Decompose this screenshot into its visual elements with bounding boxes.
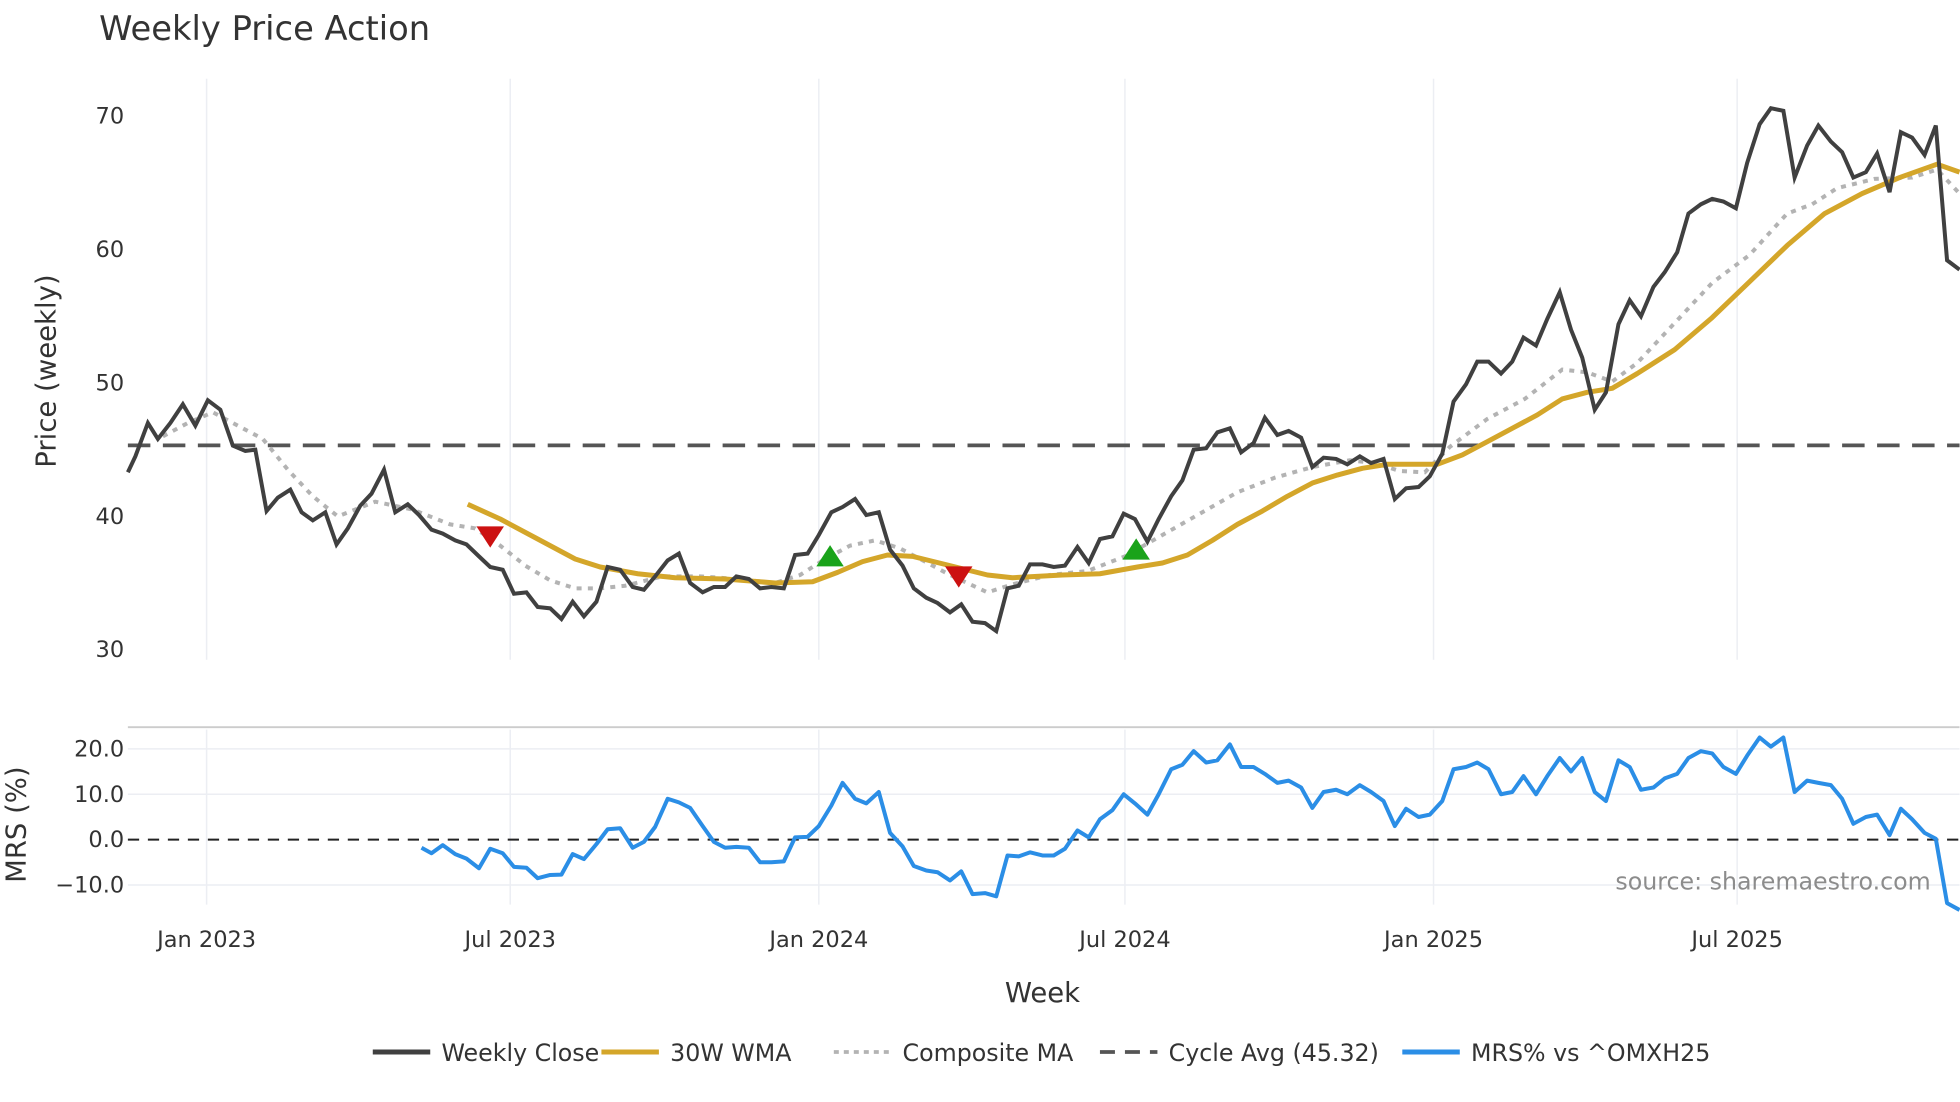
x-tick-label: Jul 2023 xyxy=(462,927,555,953)
mrs-y-axis-ticks: 20.0 10.0 0.0 −10.0 xyxy=(55,736,124,898)
price-y-tick-label: 40 xyxy=(96,504,125,530)
legend-item-label: MRS% vs ^OMXH25 xyxy=(1471,1039,1710,1067)
mrs-y-tick-label: 10.0 xyxy=(74,782,124,808)
buy-signal-triangle-icon xyxy=(1122,538,1150,560)
sell-signal-triangle-icon xyxy=(476,526,504,548)
mrs-y-tick-label: 20.0 xyxy=(74,736,124,762)
legend: Weekly Close 30W WMA Composite MA Cycle Avg… xyxy=(372,1039,1710,1067)
x-tick-label: Jul 2025 xyxy=(1689,927,1782,953)
x-tick-label: Jan 2023 xyxy=(155,927,256,953)
legend-item-label: Cycle Avg (45.32) xyxy=(1169,1039,1379,1067)
x-tick-label: Jan 2025 xyxy=(1382,927,1483,953)
mrs-y-tick-label: −10.0 xyxy=(55,872,124,898)
mrs-y-tick-label: 0.0 xyxy=(88,827,124,853)
price-vertical-gridlines xyxy=(205,78,1738,905)
source-credit: source: sharemaestro.com xyxy=(1615,868,1930,896)
price-y-tick-label: 50 xyxy=(96,370,125,396)
chart-title: Weekly Price Action xyxy=(99,9,430,48)
price-y-tick-label: 30 xyxy=(96,637,125,663)
x-axis-ticks: Jan 2023 Jul 2023 Jan 2024 Jul 2024 Jan 2025… xyxy=(155,927,1783,953)
mrs-horizontal-gridlines xyxy=(127,748,1960,886)
legend-item-label: 30W WMA xyxy=(670,1039,792,1067)
mrs-y-axis-title: MRS (%) xyxy=(0,766,32,883)
legend-item-label: Composite MA xyxy=(903,1039,1075,1067)
price-y-axis-ticks: 70 60 50 40 30 xyxy=(96,104,125,664)
buy-signal-triangle-icon xyxy=(816,545,844,567)
x-tick-label: Jan 2024 xyxy=(767,927,868,953)
mrs-line xyxy=(420,735,1960,912)
price-y-tick-label: 60 xyxy=(96,237,125,263)
sell-signal-triangle-icon xyxy=(945,566,973,588)
signal-markers xyxy=(476,526,1150,588)
wma30-line xyxy=(466,161,1960,586)
x-tick-label: Jul 2024 xyxy=(1077,927,1170,953)
legend-item-label: Weekly Close xyxy=(441,1039,599,1067)
price-y-axis-title: Price (weekly) xyxy=(30,274,62,467)
weekly-close-line xyxy=(126,105,1960,635)
price-y-tick-label: 70 xyxy=(96,104,125,130)
x-axis-title: Week xyxy=(1005,977,1080,1009)
